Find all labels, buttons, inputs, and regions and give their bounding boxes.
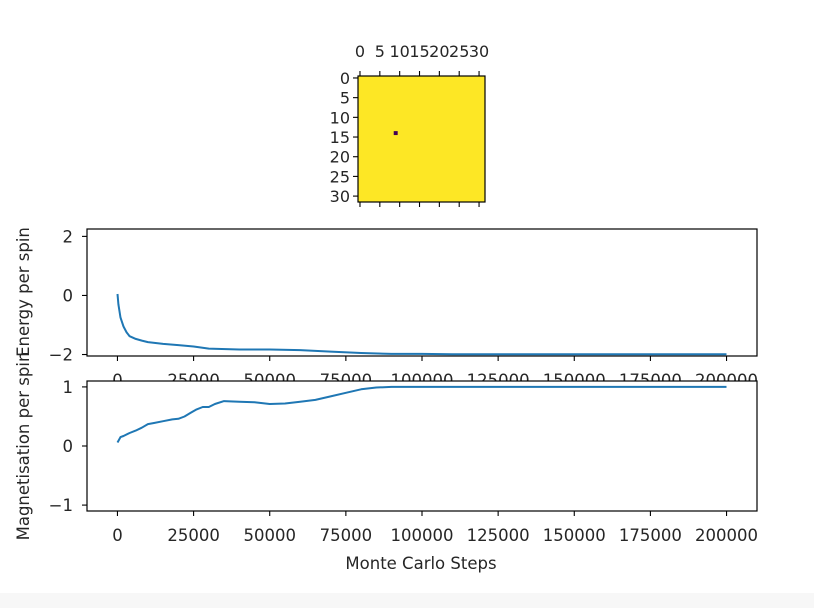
magnetisation-panel: 0 25000 50000 75000 100000 125000 150000 175000… [14, 352, 758, 573]
magnetisation-y-tick-label: 1 [63, 378, 74, 397]
lattice-x-tick-label: 15 [409, 42, 429, 61]
magnetisation-series [116, 385, 727, 443]
energy-y-ticks: 2 0 −2 [49, 227, 87, 365]
lattice-y-tick-label: 0 [340, 69, 350, 88]
lattice-x-tick-label: 5 [375, 42, 385, 61]
magnetisation-x-tick-label: 125000 [467, 526, 530, 545]
lattice-flipped-cells [393, 131, 398, 136]
lattice-y-tick-label: 15 [330, 128, 350, 147]
lattice-y-tick-label: 25 [330, 167, 350, 186]
lattice-x-tick-label: 20 [429, 42, 449, 61]
magnetisation-y-axis-label: Magnetisation per spin [14, 352, 33, 541]
bottom-band [0, 593, 814, 608]
magnetisation-x-tick-label: 175000 [619, 526, 682, 545]
lattice-y-tick-label: 10 [330, 108, 350, 127]
magnetisation-x-tick-label: 150000 [543, 526, 606, 545]
lattice-x-tick-label: 25 [449, 42, 469, 61]
energy-plot-area [86, 228, 758, 357]
energy-y-tick-label: 0 [63, 286, 74, 305]
energy-panel: 0250005000075000100000125000150000175000… [14, 227, 758, 390]
energy-y-tick-label: 2 [63, 227, 74, 246]
flipped-spin-cell-0 [393, 131, 398, 136]
lattice-y-tick-label: 20 [330, 148, 350, 167]
magnetisation-x-tick-label: 75000 [320, 526, 373, 545]
lattice-y-tick-label: 30 [330, 187, 350, 206]
magnetisation-x-tick-label: 100000 [391, 526, 454, 545]
magnetisation-x-tick-label: 25000 [167, 526, 220, 545]
lattice-x-ticks: 0 5 10 15 20 25 30 [355, 42, 489, 207]
energy-y-tick-label: −2 [49, 346, 73, 365]
magnetisation-y-tick-label: −1 [49, 496, 73, 515]
lattice-grid [357, 75, 486, 203]
lattice-x-tick-label: 10 [389, 42, 409, 61]
magnetisation-x-tick-label: 200000 [695, 526, 758, 545]
magnetisation-x-tick-label: 50000 [243, 526, 296, 545]
lattice-x-tick-label: 30 [469, 42, 489, 61]
lattice-x-tick-label: 0 [355, 42, 365, 61]
magnetisation-x-ticks: 0 25000 50000 75000 100000 125000 150000 175000… [112, 511, 758, 545]
lattice-y-tick-label: 5 [340, 89, 350, 108]
energy-series [116, 293, 727, 356]
magnetisation-y-ticks: 1 0 −1 [49, 378, 87, 515]
magnetisation-series-line [116, 385, 727, 443]
magnetisation-plot-area [86, 380, 758, 512]
energy-series-line [116, 293, 727, 356]
magnetisation-x-tick-label: 0 [112, 526, 123, 545]
x-axis-label: Monte Carlo Steps [345, 554, 496, 573]
energy-y-axis-label: Energy per spin [14, 227, 33, 357]
magnetisation-y-tick-label: 0 [63, 437, 74, 456]
